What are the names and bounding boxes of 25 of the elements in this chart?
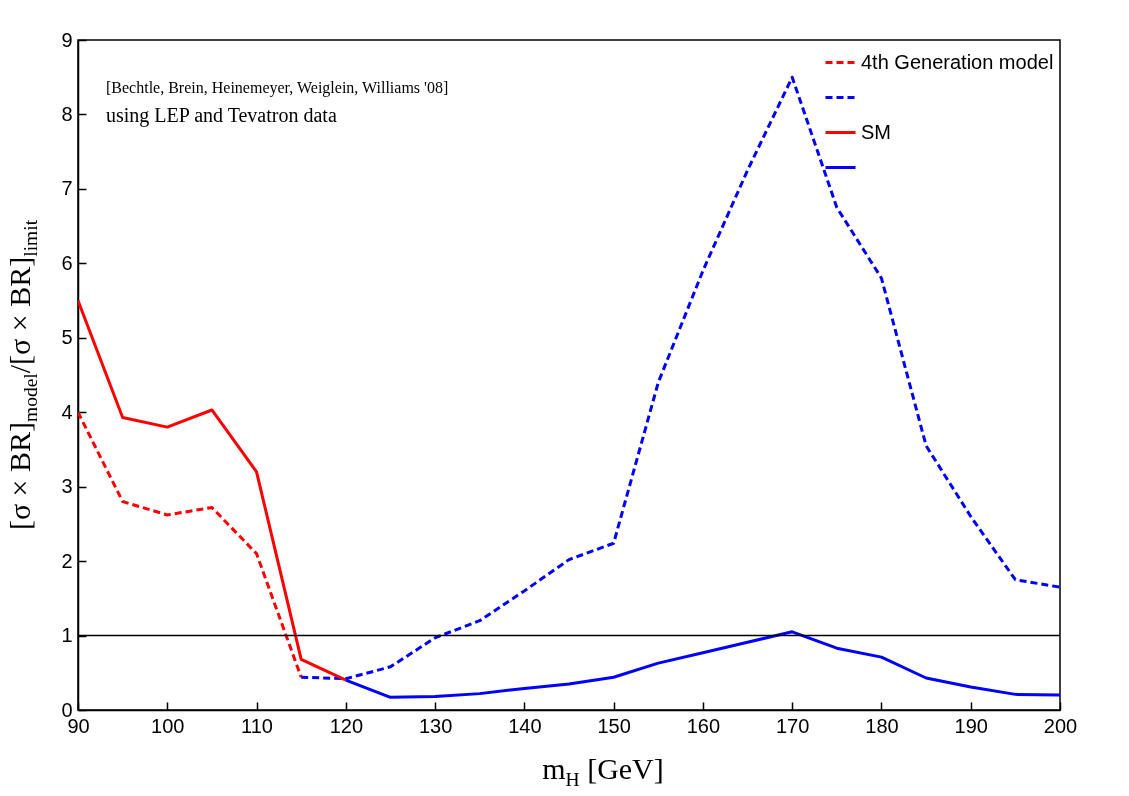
y-tick-label: 4 — [61, 400, 73, 423]
legend-label: SM — [861, 120, 891, 143]
y-tick-label: 7 — [61, 177, 73, 200]
x-tick-label: 160 — [686, 714, 721, 737]
y-tick-label: 8 — [61, 102, 73, 125]
x-tick-label: 170 — [775, 714, 810, 737]
x-tick-label: 150 — [597, 714, 631, 737]
x-tick-label: 130 — [418, 714, 453, 737]
y-tick-label: 2 — [61, 549, 73, 572]
y-tick-label: 3 — [61, 475, 73, 498]
x-tick-label: 100 — [151, 714, 185, 737]
x-tick-label: 180 — [865, 714, 899, 737]
annotation: using LEP and Tevatron data — [106, 104, 337, 127]
y-tick-label: 6 — [61, 251, 73, 274]
legend-label: 4th Generation model — [861, 50, 1054, 73]
annotation: [Bechtle, Brein, Heinemeyer, Weiglein, Williams '08] — [106, 79, 449, 97]
x-tick-label: 190 — [954, 714, 988, 737]
y-tick-label: 1 — [61, 624, 73, 647]
x-tick-label: 200 — [1043, 714, 1078, 737]
y-tick-label: 5 — [61, 326, 73, 349]
x-tick-label: 140 — [508, 714, 542, 737]
y-tick-label: 9 — [61, 28, 73, 51]
x-axis-title: m$_{H}$ [GeV] — [542, 752, 664, 791]
x-tick-label: 120 — [329, 714, 364, 737]
x-tick-label: 110 — [241, 714, 273, 737]
